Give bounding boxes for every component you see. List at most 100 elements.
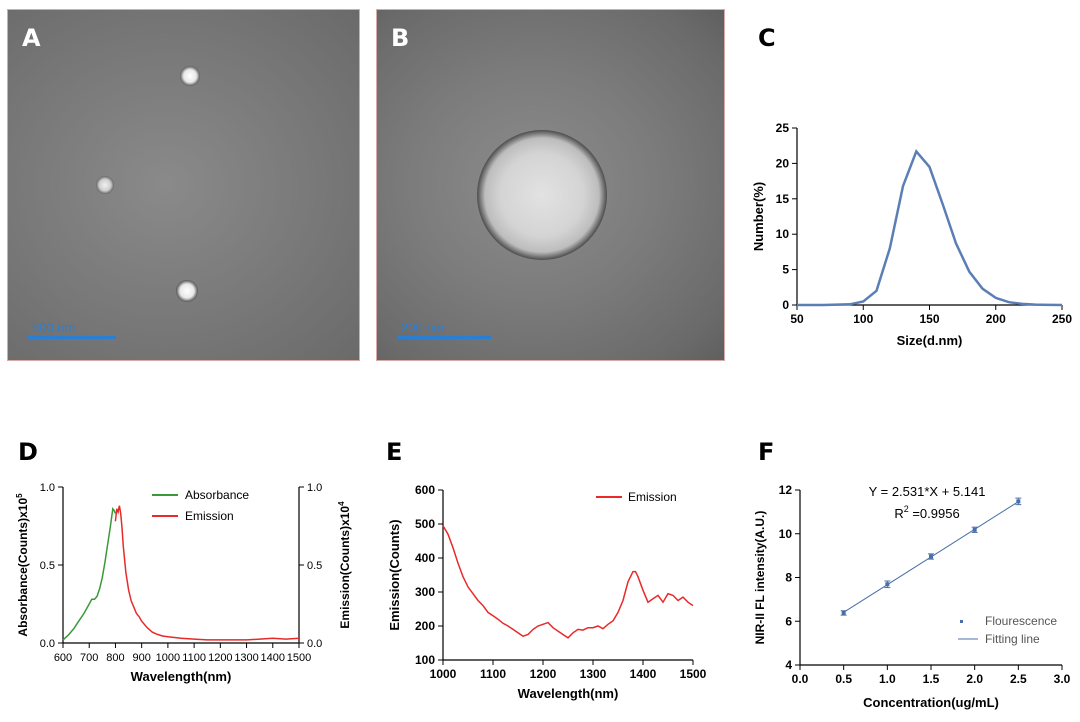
chart-c-ylabel: Number(%) xyxy=(751,182,766,251)
y-tick-label: 600 xyxy=(415,483,435,497)
x-tick-label: 150 xyxy=(919,312,939,326)
y-tick-label: 25 xyxy=(776,121,790,135)
x-tick-label: 1200 xyxy=(208,652,232,664)
chart-e-ticks: 1000 1100 1200 1300 1400 1500 100 200 300 400 500 6… xyxy=(415,483,707,681)
panel-label-d: D xyxy=(18,438,38,466)
chart-d-emission-line xyxy=(114,505,300,641)
x-tick-label: 1300 xyxy=(234,652,258,664)
y-tick-label: 100 xyxy=(415,653,435,667)
x-tick-label: 1300 xyxy=(580,667,607,681)
x-tick-label: 3.0 xyxy=(1054,672,1071,686)
y-tick-label: 12 xyxy=(779,483,793,497)
y-tick-label: 4 xyxy=(785,658,792,672)
y-tick-label: 0.0 xyxy=(40,638,55,650)
chart-d-xlabel: Wavelength(nm) xyxy=(131,669,232,684)
x-tick-label: 1.0 xyxy=(879,672,896,686)
x-tick-label: 1400 xyxy=(261,652,285,664)
nanoparticle xyxy=(96,176,114,194)
y-tick-label: 400 xyxy=(415,551,435,565)
x-tick-label: 600 xyxy=(54,652,72,664)
chart-f-ticks: 0.0 0.5 1.0 1.5 2.0 2.5 3.0 4 6 8 10 12 xyxy=(779,483,1071,686)
y2-tick-label: 0.0 xyxy=(307,638,322,650)
x-tick-label: 1200 xyxy=(530,667,557,681)
chart-e-xlabel: Wavelength(nm) xyxy=(518,686,619,701)
x-tick-label: 700 xyxy=(80,652,98,664)
x-tick-label: 1000 xyxy=(156,652,180,664)
y-tick-label: 8 xyxy=(785,571,792,585)
chart-d-ticks: 600 700 800 900 1000 1100 1200 1300 1400 1500 0.0 0… xyxy=(40,482,323,664)
nanoparticle xyxy=(180,66,200,86)
x-tick-label: 1100 xyxy=(182,652,206,664)
chart-c-xlabel: Size(d.nm) xyxy=(897,333,963,348)
y-tick-label: 20 xyxy=(776,156,790,170)
chart-d-ylabel-left: Absorbance(Counts)x105 xyxy=(15,493,30,637)
y-tick-label: 15 xyxy=(776,192,790,206)
scale-bar xyxy=(397,336,491,339)
panel-label-b: B xyxy=(391,24,410,52)
chart-d-absorbance-line xyxy=(62,506,117,641)
x-tick-label: 1000 xyxy=(430,667,457,681)
x-tick-label: 1500 xyxy=(680,667,707,681)
legend-fluorescence-label: Flourescence xyxy=(985,614,1057,628)
x-tick-label: 2.5 xyxy=(1010,672,1027,686)
chart-f-equation: Y = 2.531*X + 5.141 xyxy=(869,484,986,499)
y-tick-label: 500 xyxy=(415,517,435,531)
scale-bar-label: 500 nm xyxy=(32,320,76,335)
legend-emission-label: Emission xyxy=(185,509,234,523)
chart-d-ylabel-right: Emission(Counts)x104 xyxy=(337,501,352,629)
y-tick-label: 1.0 xyxy=(40,482,55,494)
y-tick-label: 200 xyxy=(415,619,435,633)
x-tick-label: 1100 xyxy=(480,667,506,681)
chart-e: 1000 1100 1200 1300 1400 1500 100 200 300 400 500 6… xyxy=(387,483,707,701)
chart-d: 600 700 800 900 1000 1100 1200 1300 1400 1500 0.0 0… xyxy=(15,482,352,684)
x-tick-label: 100 xyxy=(853,312,873,326)
y2-tick-label: 1.0 xyxy=(307,482,322,494)
chart-e-ylabel: Emission(Counts) xyxy=(387,519,402,630)
data-point xyxy=(885,582,890,587)
x-tick-label: 200 xyxy=(986,312,1006,326)
y-tick-label: 300 xyxy=(415,585,435,599)
y-tick-label: 0.5 xyxy=(40,560,55,572)
x-tick-label: 1.5 xyxy=(923,672,940,686)
panel-label-a: A xyxy=(22,24,41,52)
chart-c: 50 100 150 200 250 0 5 10 15 20 25 Size(d.nm) Numb… xyxy=(751,121,1072,348)
scale-bar xyxy=(28,336,116,339)
chart-d-legend: Absorbance Emission xyxy=(152,488,249,523)
nanoparticle xyxy=(176,280,198,302)
y2-tick-label: 0.5 xyxy=(307,560,322,572)
x-tick-label: 0.0 xyxy=(792,672,809,686)
y-tick-label: 10 xyxy=(779,527,793,541)
data-point xyxy=(972,527,977,532)
y-tick-label: 10 xyxy=(776,227,790,241)
y-tick-label: 6 xyxy=(785,614,792,628)
chart-f-points xyxy=(840,497,1022,616)
legend-fitting-label: Fitting line xyxy=(985,632,1040,646)
data-point xyxy=(1016,499,1021,504)
chart-c-ticks: 50 100 150 200 250 0 5 10 15 20 25 xyxy=(776,121,1073,326)
chart-f-legend: Flourescence Fitting line xyxy=(958,614,1057,646)
chart-f: 0.0 0.5 1.0 1.5 2.0 2.5 3.0 4 6 8 10 12 Concentrati… xyxy=(753,483,1071,710)
chart-e-emission-line xyxy=(442,525,694,639)
x-tick-label: 0.5 xyxy=(835,672,852,686)
x-tick-label: 1500 xyxy=(287,652,311,664)
chart-c-line xyxy=(797,148,1063,307)
panel-label-c: C xyxy=(758,24,776,52)
x-tick-label: 1400 xyxy=(630,667,657,681)
panel-label-e: E xyxy=(386,438,403,466)
legend-emission-label: Emission xyxy=(628,490,677,504)
chart-e-legend: Emission xyxy=(596,490,677,504)
x-tick-label: 50 xyxy=(790,312,804,326)
x-tick-label: 900 xyxy=(132,652,150,664)
chart-f-ylabel: NIR-II FL intensity(A.U.) xyxy=(753,511,767,645)
chart-f-xlabel: Concentration(ug/mL) xyxy=(863,695,999,710)
panel-label-f: F xyxy=(758,438,775,466)
data-point xyxy=(929,554,933,559)
x-tick-label: 800 xyxy=(106,652,124,664)
tem-image-a: A 500 nm xyxy=(7,9,360,361)
x-tick-label: 250 xyxy=(1052,312,1072,326)
chart-f-r2: R2 =0.9956 xyxy=(894,504,959,521)
y-tick-label: 5 xyxy=(782,263,789,277)
scale-bar-label: 200 nm xyxy=(401,320,445,335)
nanoparticle-large xyxy=(477,130,607,260)
